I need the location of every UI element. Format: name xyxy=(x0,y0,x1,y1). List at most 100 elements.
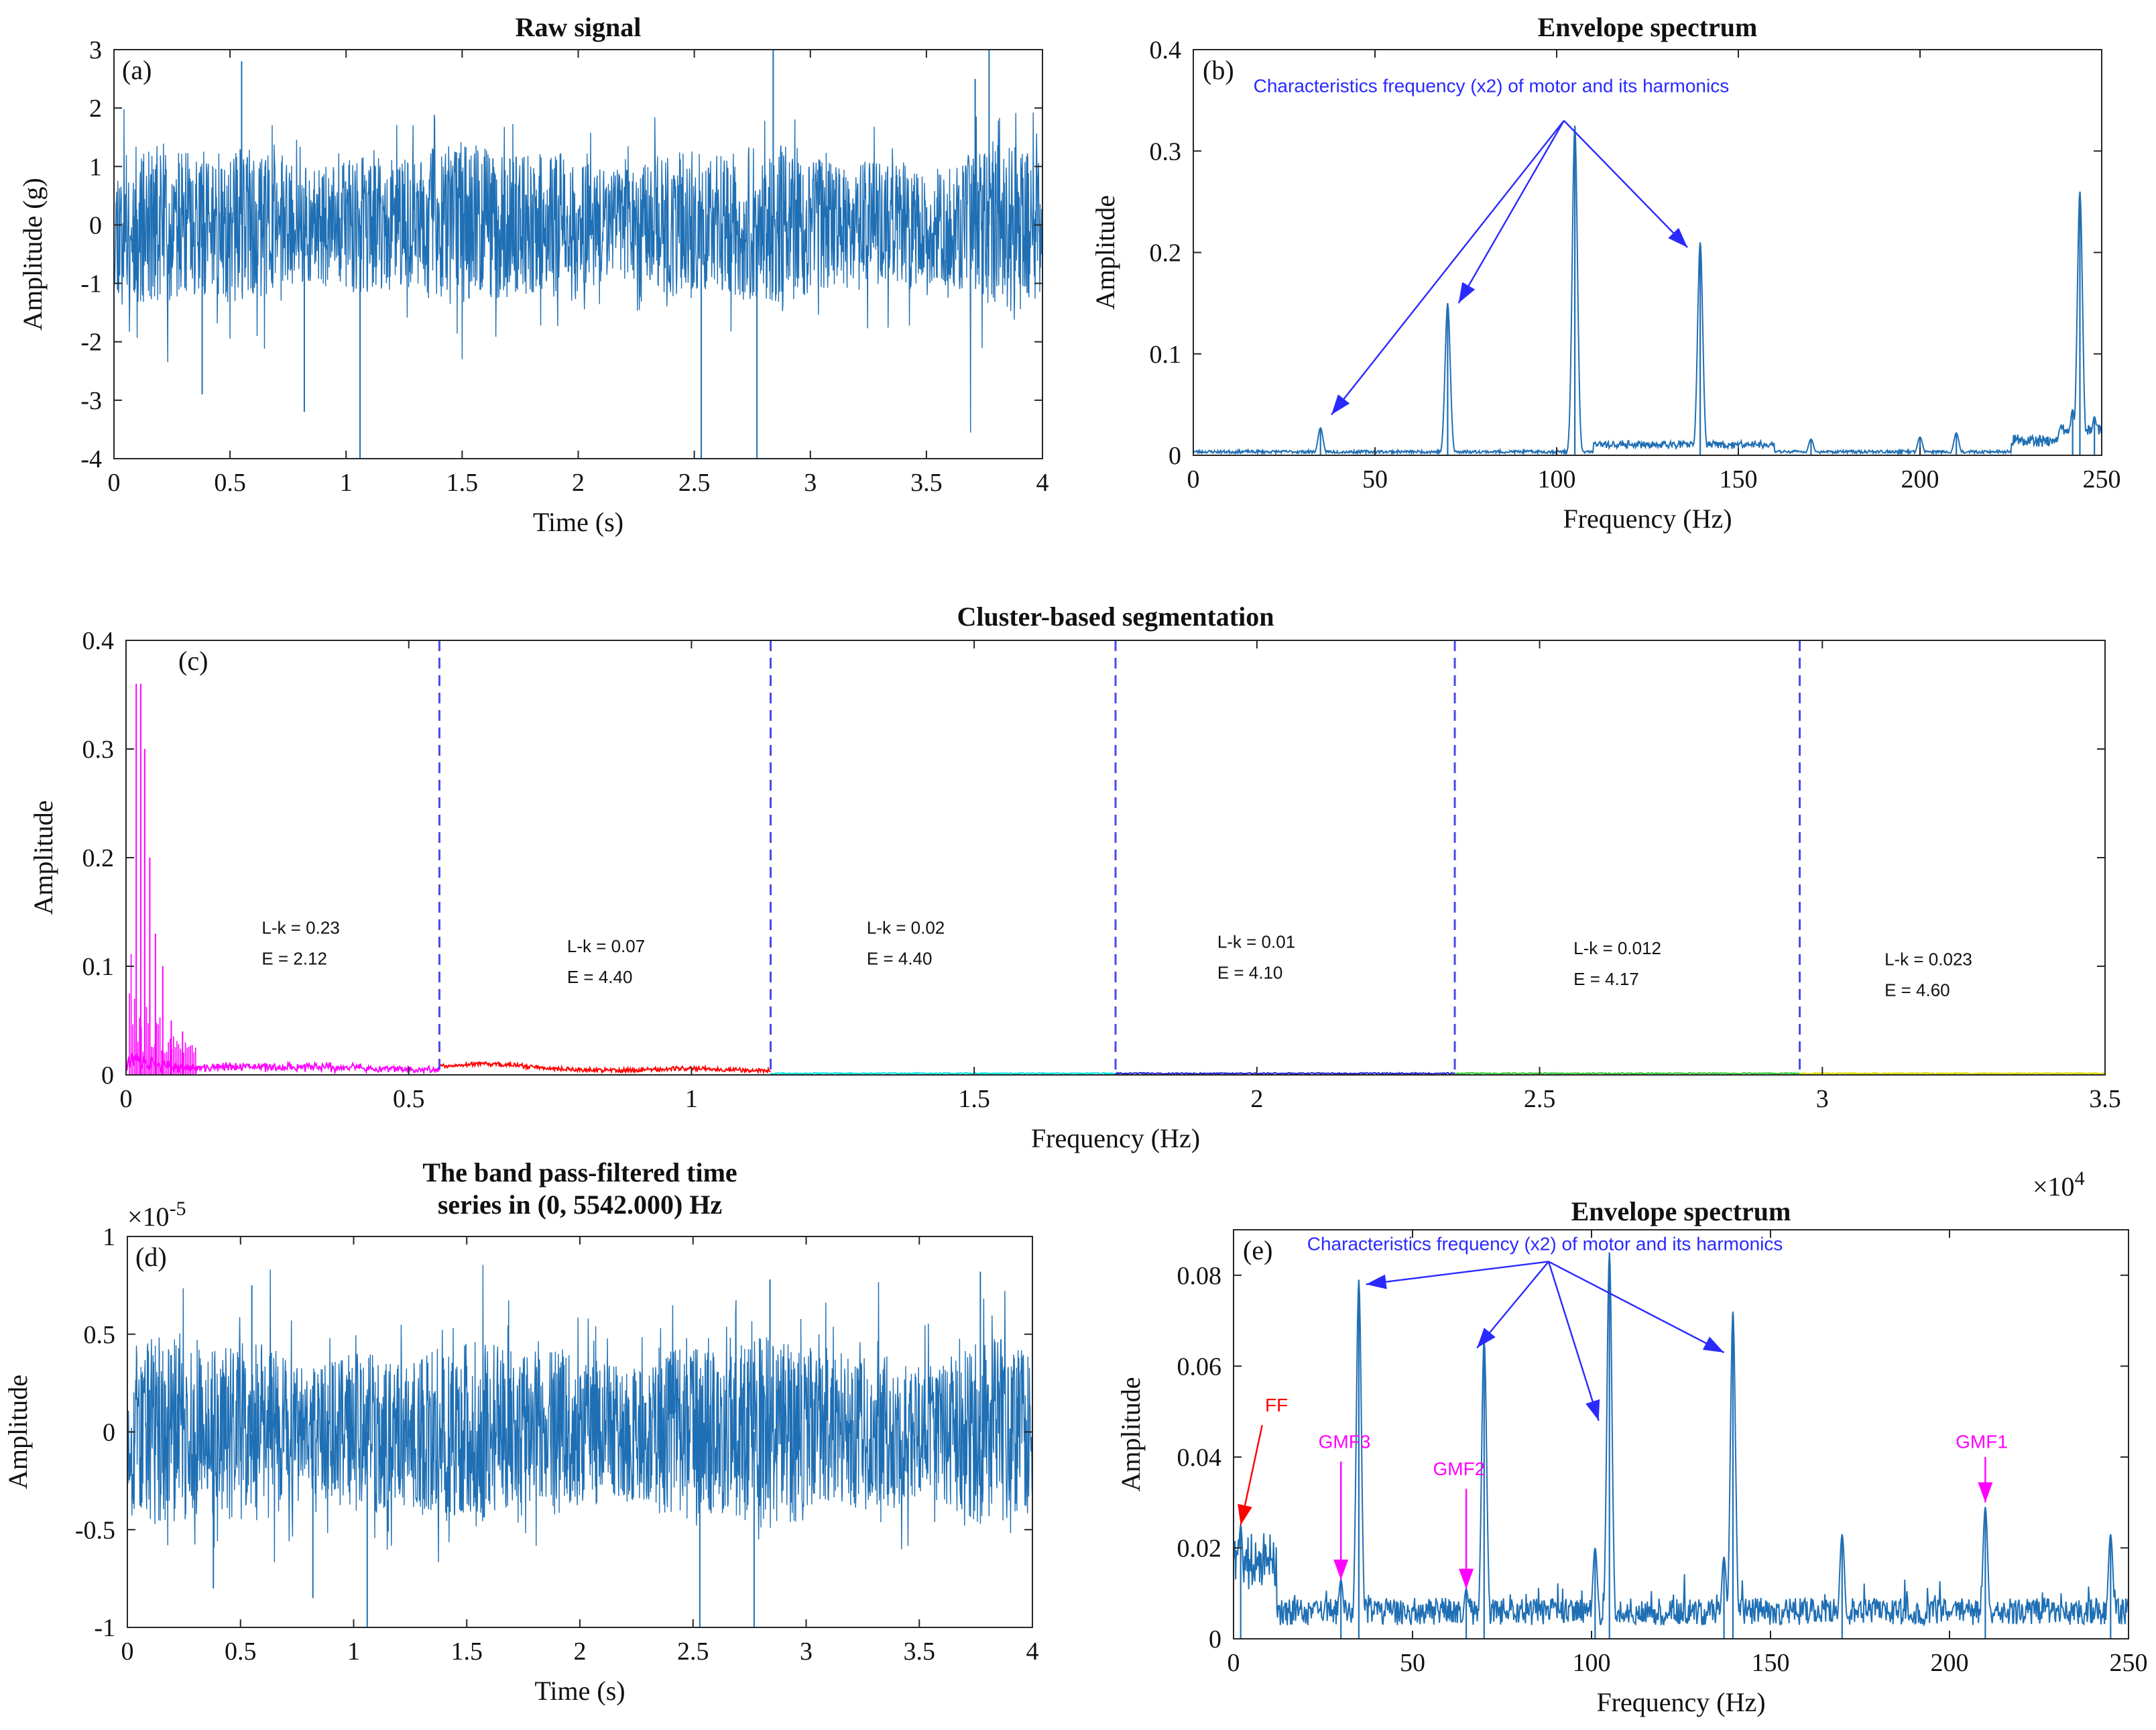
panel-b-envelope-spectrum: 0 50 100 150 200 250 0 0.1 0.2 0.3 0.4 Frequency (H… xyxy=(1090,12,2121,534)
y-tick-label: 0.3 xyxy=(1150,137,1182,166)
annotation-arrow-head xyxy=(1366,1274,1387,1289)
x-exponent-power: 4 xyxy=(2075,1167,2085,1190)
annotation-arrow-head xyxy=(1458,282,1476,304)
y-tick-label: 1 xyxy=(103,1223,115,1251)
annotation-arrow-head xyxy=(1585,1399,1600,1421)
annotation-arrow xyxy=(1366,1261,1549,1285)
y-tick-label: 0 xyxy=(101,1061,114,1090)
segment-e-label: E = 4.40 xyxy=(567,967,633,987)
segment-e-label: E = 4.60 xyxy=(1884,980,1950,1000)
plot-frame xyxy=(1193,49,2102,456)
panel-d-band-pass-filtered: 0 0.5 1 1.5 2 2.5 3 3.5 4 -1 -0.5 0 0.5 1 Time (s) Ampl… xyxy=(3,1157,1039,1706)
x-tick-label: 200 xyxy=(1901,465,1939,494)
x-tick-label: 2 xyxy=(572,469,585,497)
y-tick-label: 0.1 xyxy=(1150,341,1182,369)
panel-label: (b) xyxy=(1203,55,1234,85)
annotation-arrow-head xyxy=(1459,1568,1474,1589)
x-tick-label: 250 xyxy=(2110,1649,2148,1677)
panel-label: (d) xyxy=(135,1242,167,1272)
x-tick-label: 50 xyxy=(1400,1649,1425,1677)
x-tick-label: 2.5 xyxy=(1524,1085,1556,1113)
x-tick-label: 3.5 xyxy=(904,1637,936,1666)
chart-title: Cluster-based segmentation xyxy=(957,601,1274,632)
x-tick-label: 200 xyxy=(1931,1649,1969,1677)
chart-title: The band pass-filtered time xyxy=(422,1157,737,1188)
annotation-arrow-head xyxy=(1668,227,1688,247)
x-tick-label: 50 xyxy=(1362,465,1388,494)
panel-label: (c) xyxy=(178,646,208,676)
x-tick-label: 150 xyxy=(1752,1649,1790,1677)
x-tick-label: 0 xyxy=(1227,1649,1240,1677)
x-tick-label: 1 xyxy=(340,469,353,497)
annotation-arrow-head xyxy=(1978,1482,1993,1503)
y-tick-label: -4 xyxy=(80,445,102,473)
y-tick-label: 0.5 xyxy=(84,1321,116,1349)
y-axis-label: Amplitude xyxy=(1116,1377,1146,1491)
segment-lk-label: L-k = 0.023 xyxy=(1884,949,1972,969)
y-tick-label: 0 xyxy=(1209,1625,1221,1654)
x-tick-label: 2.5 xyxy=(677,1637,709,1666)
x-tick-label: 2.5 xyxy=(678,469,711,497)
x-tick-label: 3 xyxy=(1816,1085,1829,1113)
y-axis-label: Amplitude xyxy=(1090,195,1120,310)
chart-title-line2: series in (0, 5542.000) Hz xyxy=(438,1190,722,1220)
y-tick-label: 0.02 xyxy=(1177,1534,1222,1562)
plot-frame xyxy=(1233,1229,2129,1639)
x-tick-label: 1.5 xyxy=(446,469,479,497)
annotation-arrow-head xyxy=(1238,1503,1252,1525)
panel-label: (a) xyxy=(122,55,152,85)
x-tick-label: 100 xyxy=(1573,1649,1611,1677)
segment-e-label: E = 4.17 xyxy=(1573,969,1639,989)
panel-c-cluster-segmentation: L-k = 0.23 E = 2.12 L-k = 0.07 E = 4.40 L-k … xyxy=(28,601,2121,1202)
y-tick-label: 0 xyxy=(103,1419,115,1447)
panel-e-envelope-spectrum: 0 50 100 150 200 250 0 0.02 0.04 0.06 0.08 Frequenc… xyxy=(1116,1196,2148,1717)
x-exponent: ×104 xyxy=(2033,1167,2085,1202)
y-tick-label: -1 xyxy=(94,1614,115,1642)
y-tick-label: -2 xyxy=(80,329,102,357)
x-tick-label: 0.5 xyxy=(225,1637,257,1666)
x-tick-label: 3 xyxy=(804,469,817,497)
panel-label: (e) xyxy=(1243,1235,1272,1265)
x-axis-label: Frequency (Hz) xyxy=(1031,1123,1200,1153)
y-tick-label: -3 xyxy=(80,387,102,415)
x-axis-label: Time (s) xyxy=(534,1676,625,1706)
annotation-text: Characteristics frequency (x2) of motor … xyxy=(1307,1234,1783,1255)
annotation-arrow-head xyxy=(1333,1559,1349,1580)
y-tick-label: 1 xyxy=(89,153,102,181)
y-tick-label: 0.08 xyxy=(1177,1262,1222,1290)
x-tick-label: 0.5 xyxy=(393,1085,425,1113)
annotation-arrow-head xyxy=(1702,1336,1724,1352)
x-exponent-base: ×10 xyxy=(2033,1171,2075,1202)
x-tick-label: 4 xyxy=(1026,1637,1039,1666)
x-tick-label: 4 xyxy=(1036,469,1049,497)
signal-trace xyxy=(127,1265,1033,1562)
segment-trace xyxy=(438,1060,772,1075)
x-axis-label: Frequency (Hz) xyxy=(1563,504,1732,534)
chart-title: Envelope spectrum xyxy=(1538,12,1758,42)
y-tick-label: 0.06 xyxy=(1177,1352,1222,1381)
chart-title: Raw signal xyxy=(516,12,642,42)
x-tick-label: 3.5 xyxy=(910,469,943,497)
x-axis-label: Frequency (Hz) xyxy=(1596,1687,1765,1717)
annotation-ff: FF xyxy=(1265,1395,1288,1416)
y-exponent-base: ×10 xyxy=(127,1202,170,1232)
y-exponent-power: -5 xyxy=(170,1198,186,1220)
x-axis-label: Time (s) xyxy=(533,507,623,537)
y-tick-label: 0.3 xyxy=(82,736,115,764)
x-tick-label: 0 xyxy=(1187,465,1200,494)
x-tick-label: 0.5 xyxy=(214,469,246,497)
segment-lk-label: L-k = 0.07 xyxy=(567,936,645,956)
annotation-arrow xyxy=(1331,120,1565,416)
annotation-arrow xyxy=(1457,120,1565,304)
x-tick-label: 2 xyxy=(574,1637,587,1666)
annotation-arrow xyxy=(1548,1261,1725,1354)
x-tick-label: 0 xyxy=(108,469,121,497)
x-tick-label: 1 xyxy=(685,1085,698,1113)
y-tick-label: 0.2 xyxy=(1150,239,1182,268)
segment-lk-label: L-k = 0.012 xyxy=(1573,938,1661,958)
y-axis-label: Amplitude xyxy=(28,800,58,915)
y-tick-label: 2 xyxy=(89,95,102,123)
segment-lk-label: L-k = 0.02 xyxy=(867,917,945,937)
y-tick-label: 0.2 xyxy=(82,844,115,872)
